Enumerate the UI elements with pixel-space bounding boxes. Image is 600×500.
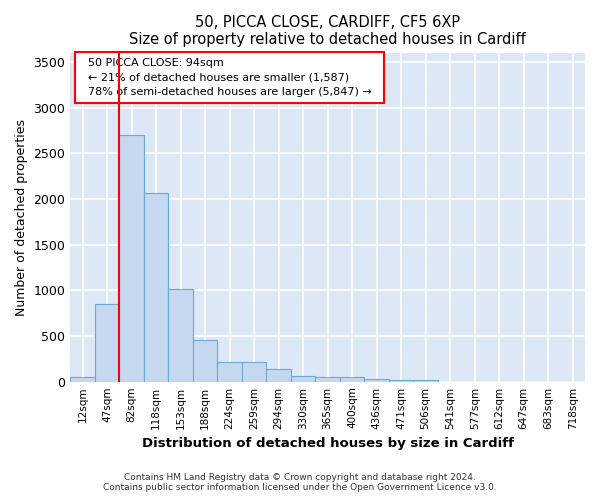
Bar xyxy=(413,380,438,382)
X-axis label: Distribution of detached houses by size in Cardiff: Distribution of detached houses by size … xyxy=(142,437,514,450)
Bar xyxy=(340,376,364,382)
Bar xyxy=(70,376,95,382)
Bar xyxy=(95,304,119,382)
Bar xyxy=(316,376,340,382)
Bar xyxy=(193,340,217,382)
Bar xyxy=(119,135,144,382)
Bar xyxy=(266,369,291,382)
Y-axis label: Number of detached properties: Number of detached properties xyxy=(15,118,28,316)
Bar xyxy=(242,362,266,382)
Bar xyxy=(169,290,193,382)
Bar xyxy=(291,376,316,382)
Title: 50, PICCA CLOSE, CARDIFF, CF5 6XP
Size of property relative to detached houses i: 50, PICCA CLOSE, CARDIFF, CF5 6XP Size o… xyxy=(129,15,526,48)
Text: 50 PICCA CLOSE: 94sqm  
  ← 21% of detached houses are smaller (1,587)  
  78% o: 50 PICCA CLOSE: 94sqm ← 21% of detached … xyxy=(80,58,379,98)
Bar xyxy=(389,380,413,382)
Text: Contains HM Land Registry data © Crown copyright and database right 2024.
Contai: Contains HM Land Registry data © Crown c… xyxy=(103,473,497,492)
Bar xyxy=(364,379,389,382)
Bar xyxy=(144,194,169,382)
Bar xyxy=(217,362,242,382)
